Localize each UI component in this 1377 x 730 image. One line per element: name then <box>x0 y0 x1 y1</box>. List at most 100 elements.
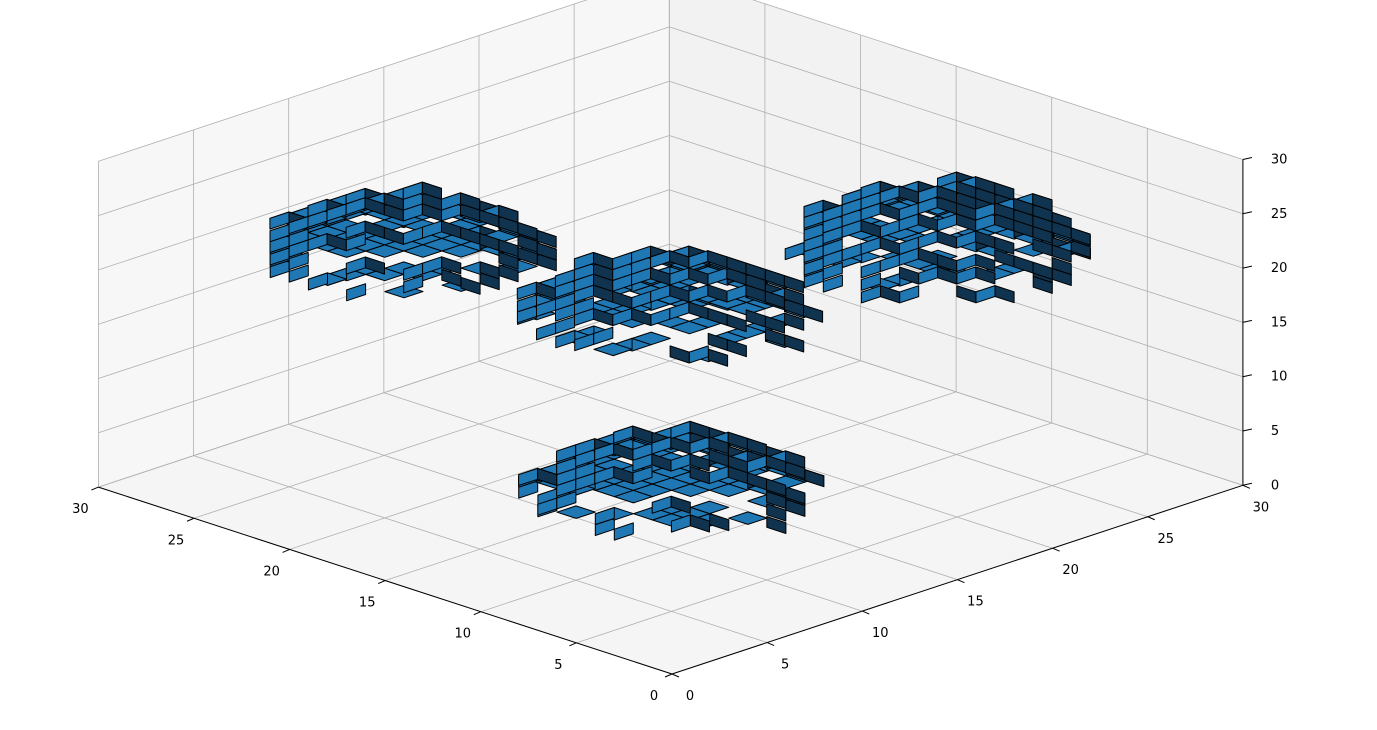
z-tick-10 <box>1242 374 1253 378</box>
y-tick-label: 20 <box>1062 563 1079 578</box>
voxel-right-face <box>632 425 653 444</box>
z-tick-label: 5 <box>1271 424 1279 439</box>
voxel-left-face <box>288 264 309 283</box>
tick-marks <box>91 157 1253 678</box>
x-tick-25 <box>186 517 195 522</box>
voxel-right-face <box>669 250 690 269</box>
y-tick-label: 15 <box>967 595 984 610</box>
y-tick-5 <box>766 642 775 647</box>
x-tick-label: 0 <box>650 689 658 704</box>
voxel-right-face <box>766 516 787 534</box>
voxel-right-face <box>745 309 766 328</box>
voxel-right-face <box>593 252 614 271</box>
x-tick-label: 20 <box>263 564 280 579</box>
voxel-left-face <box>288 251 309 271</box>
voxel-right-face <box>785 450 806 469</box>
y-tick-20 <box>1052 547 1060 552</box>
voxel-right-face <box>689 466 710 485</box>
y-tick-25 <box>1147 516 1155 521</box>
y-tick-0 <box>671 673 680 678</box>
voxel-right-face <box>707 332 728 351</box>
left-wall-grid-h-25 <box>98 26 670 216</box>
voxel-right-face <box>364 220 385 239</box>
y-tick-label: 10 <box>872 626 889 641</box>
voxel-right-face <box>727 431 748 450</box>
y-tick-30 <box>1242 484 1251 489</box>
voxel-right-face <box>899 266 920 285</box>
voxel-right-face <box>937 266 958 285</box>
x-tick-0 <box>664 673 673 678</box>
x-tick-label: 15 <box>359 596 376 611</box>
z-tick-label: 0 <box>1271 478 1279 493</box>
voxel-top-face <box>690 500 730 515</box>
voxel-top-face <box>556 505 596 519</box>
z-tick-label: 10 <box>1271 370 1288 385</box>
voxel-right-face <box>669 345 690 364</box>
voxel-right-face <box>498 251 519 270</box>
voxel-right-face <box>498 264 519 283</box>
voxel-right-face <box>956 180 977 199</box>
voxel-right-face <box>383 192 404 211</box>
z-tick-5 <box>1242 428 1253 432</box>
x-tick-10 <box>473 611 481 616</box>
voxel-right-face <box>364 256 385 275</box>
voxel-right-face <box>975 253 996 272</box>
z-tick-20 <box>1242 265 1253 269</box>
voxel-right-face <box>975 266 996 285</box>
y-tick-label: 0 <box>686 689 694 704</box>
voxel-left-face <box>307 272 328 291</box>
voxel-right-face <box>670 495 691 514</box>
voxel-right-face <box>1032 193 1053 212</box>
x-tick-label: 5 <box>554 658 562 673</box>
z-tick-30 <box>1242 157 1253 160</box>
voxel-right-face <box>784 312 805 331</box>
voxel-left-face <box>555 330 576 349</box>
y-tick-10 <box>862 610 870 615</box>
voxel-left-face <box>613 522 634 541</box>
voxel-right-face <box>766 503 787 522</box>
y-tick-label: 30 <box>1253 500 1270 515</box>
x-tick-30 <box>91 486 99 491</box>
voxel-left-face <box>822 262 843 281</box>
z-tick-25 <box>1242 211 1253 215</box>
z-tick-label: 15 <box>1271 315 1288 330</box>
voxel-top-face <box>728 511 768 525</box>
floor-grid-x-30 <box>98 298 670 488</box>
voxel-right-face <box>498 204 519 223</box>
voxel-right-face <box>764 328 786 347</box>
voxel-right-face <box>956 285 977 304</box>
x-tick-label: 30 <box>72 502 89 517</box>
voxel-right-face <box>1051 257 1072 276</box>
voxel-right-face <box>1032 238 1053 257</box>
x-tick-15 <box>378 580 386 585</box>
voxel-left-face <box>556 491 577 510</box>
voxel-right-face <box>975 176 996 195</box>
voxel-right-face <box>880 285 901 304</box>
z-tick-0 <box>1242 482 1253 486</box>
voxel-left-face <box>574 297 594 316</box>
z-tick-label: 30 <box>1271 153 1288 168</box>
voxel-left-face <box>346 283 367 302</box>
y-tick-15 <box>957 579 965 584</box>
y-tick-label: 25 <box>1157 532 1174 547</box>
voxel-cluster-group <box>269 171 1091 541</box>
voxel-right-face <box>689 514 710 533</box>
x-tick-label: 10 <box>455 627 472 642</box>
z-tick-label: 20 <box>1271 261 1288 276</box>
voxel-right-face <box>441 256 462 275</box>
voxel-right-face <box>326 233 347 252</box>
voxel-left-face <box>593 326 614 345</box>
voxel-top-face <box>593 342 633 357</box>
voxel-top-face <box>631 331 671 346</box>
voxel-right-face <box>421 181 442 200</box>
voxel-right-face <box>936 185 957 204</box>
voxel-right-face <box>537 467 558 486</box>
x-tick-20 <box>282 548 290 553</box>
voxel-right-face <box>441 268 462 287</box>
voxel-right-face <box>613 466 634 485</box>
voxel-left-face <box>403 275 424 294</box>
voxel-right-face <box>994 285 1015 304</box>
voxel-left-face <box>860 272 881 291</box>
